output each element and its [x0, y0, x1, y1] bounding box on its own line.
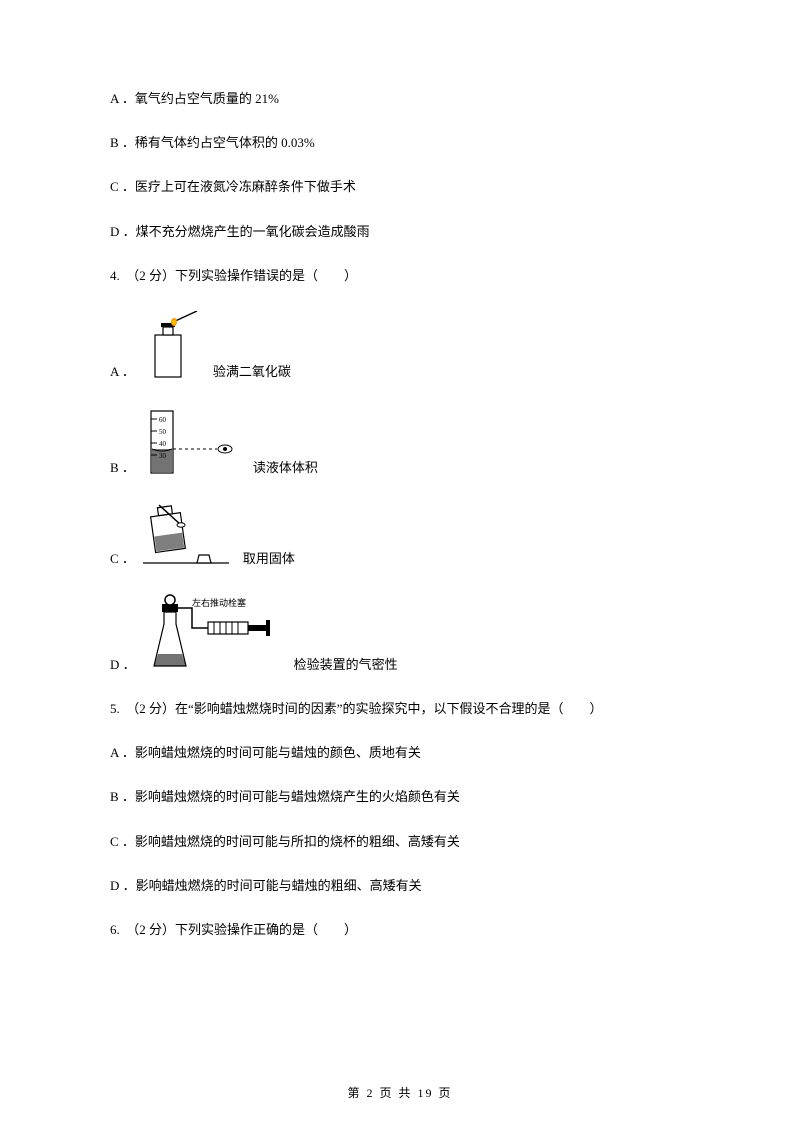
- svg-text:60: 60: [159, 416, 167, 424]
- svg-text:30: 30: [159, 452, 167, 460]
- q3-option-b: B ．稀有气体约占空气体积的 0.03%: [110, 134, 690, 152]
- q4b-letter: B ．: [110, 459, 135, 477]
- q4d-figure-icon: 左右推动栓塞: [142, 594, 282, 674]
- q4b-caption: 读液体体积: [253, 459, 318, 477]
- q5-option-b: B ．影响蜡烛燃烧的时间可能与蜡烛燃烧产生的火焰颜色有关: [110, 788, 690, 806]
- q4-option-b: B ． 60 50 40 30 读液体体积: [110, 407, 690, 477]
- q4b-figure-icon: 60 50 40 30: [141, 407, 241, 477]
- q4-option-d: D ． 左右推动栓塞 检验装置的气密性: [110, 594, 690, 674]
- svg-text:50: 50: [159, 428, 167, 436]
- q4a-figure-icon: [141, 311, 201, 381]
- svg-text:40: 40: [159, 440, 167, 448]
- q3-option-d: D ．煤不充分燃烧产生的一氧化碳会造成酸雨: [110, 223, 690, 241]
- q4-option-a: A ． 验满二氧化碳: [110, 311, 690, 381]
- q4d-inline-label: 左右推动栓塞: [192, 597, 246, 608]
- page-footer: 第 2 页 共 19 页: [0, 1085, 800, 1102]
- q4-stem: 4. （2 分）下列实验操作错误的是（ ）: [110, 267, 690, 285]
- q4a-caption: 验满二氧化碳: [213, 363, 291, 381]
- q4d-caption: 检验装置的气密性: [294, 656, 398, 674]
- q5-option-d: D ．影响蜡烛燃烧的时间可能与蜡烛的粗细、高矮有关: [110, 877, 690, 895]
- q3-option-a: A ．氧气约占空气质量的 21%: [110, 90, 690, 108]
- q4d-letter: D ．: [110, 656, 136, 674]
- q4c-letter: C ．: [110, 550, 135, 568]
- q6-stem: 6. （2 分）下列实验操作正确的是（ ）: [110, 921, 690, 939]
- q5-option-c: C ．影响蜡烛燃烧的时间可能与所扣的烧杯的粗细、高矮有关: [110, 833, 690, 851]
- q4c-caption: 取用固体: [243, 550, 295, 568]
- q5-stem: 5. （2 分）在“影响蜡烛燃烧时间的因素”的实验探究中，以下假设不合理的是（ …: [110, 700, 690, 718]
- q5-option-a: A ．影响蜡烛燃烧的时间可能与蜡烛的颜色、质地有关: [110, 744, 690, 762]
- q4a-letter: A ．: [110, 363, 135, 381]
- q4-option-c: C ． 取用固体: [110, 503, 690, 568]
- q4c-figure-icon: [141, 503, 231, 568]
- q3-option-c: C ．医疗上可在液氮冷冻麻醉条件下做手术: [110, 178, 690, 196]
